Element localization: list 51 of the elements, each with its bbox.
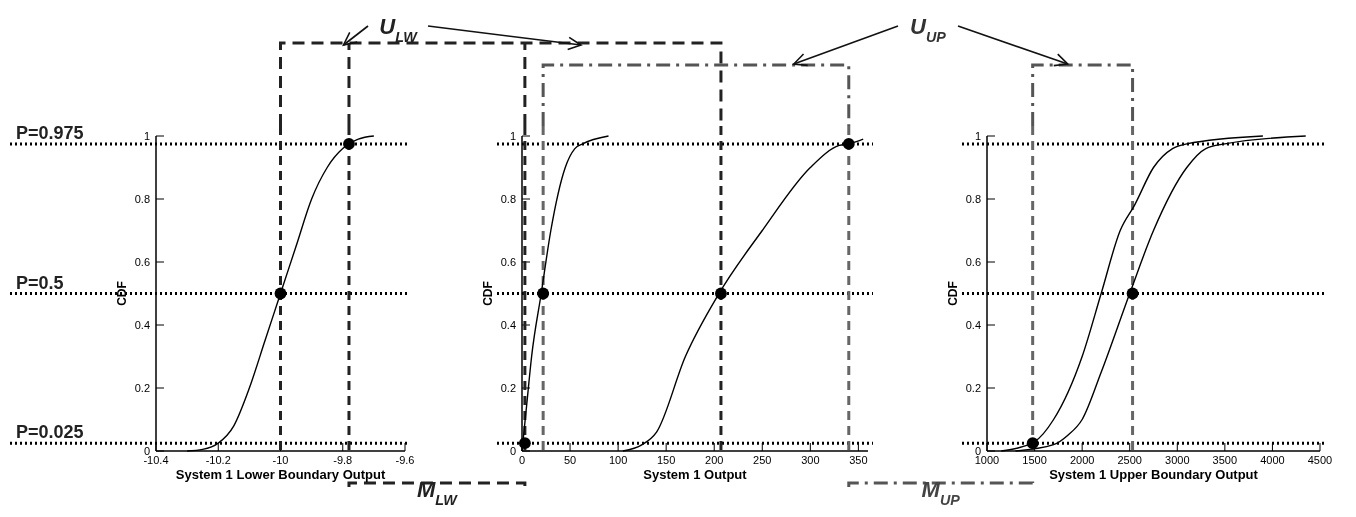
y-tick-label: 0.8: [500, 193, 516, 205]
text: M$_{UP}$: [921, 477, 961, 508]
y-tick-label: 0.4: [965, 319, 981, 331]
y-tick-label: 0: [509, 445, 516, 457]
x-tick-label: 1000: [974, 454, 1000, 466]
y-tick-label: 1: [143, 130, 150, 142]
text: U$_{UP}$: [910, 14, 947, 45]
x-axis-title: System 1 Lower Boundary Output: [175, 467, 386, 482]
y-tick-label: 1: [509, 130, 516, 142]
y-tick-label: 0: [974, 445, 981, 457]
x-tick-label: 3500: [1212, 454, 1238, 466]
x-tick-label: 3000: [1165, 454, 1190, 466]
y-tick-label: 0: [143, 445, 150, 457]
y-tick-label: 0.2: [134, 382, 150, 394]
x-tick-label: 0: [518, 454, 526, 466]
y-axis-title: CDF: [481, 281, 495, 306]
x-tick-label: 2500: [1117, 454, 1142, 466]
x-tick-label: 250: [753, 454, 772, 466]
x-tick-label: -9.8: [333, 454, 353, 466]
x-tick-label: -10.4: [143, 454, 169, 466]
x-tick-label: 300: [801, 454, 820, 466]
y-axis-title: CDF: [115, 281, 129, 306]
y-tick-label: 0.6: [500, 256, 516, 268]
x-tick-label: 200: [705, 454, 724, 466]
y-tick-label: 0.4: [134, 319, 150, 331]
x-axis-title: System 1 Upper Boundary Output: [1049, 467, 1259, 482]
x-tick-label: -10.2: [205, 454, 231, 466]
ref-line-label: P=0.975: [16, 122, 84, 143]
text: U$_{LW}$: [379, 14, 419, 45]
x-tick-label: -10: [272, 454, 289, 466]
y-tick-label: 0.6: [134, 256, 150, 268]
y-tick-label: 0.2: [965, 382, 981, 394]
y-axis-title: CDF: [946, 281, 960, 306]
y-tick-label: 0.2: [500, 382, 516, 394]
x-tick-label: 2000: [1069, 454, 1095, 466]
ref-line-label: P=0.025: [16, 422, 84, 443]
x-tick-label: 100: [608, 454, 628, 466]
y-tick-label: 0.8: [965, 193, 981, 205]
x-axis-title: System 1 Output: [643, 467, 748, 482]
x-tick-label: 4000: [1260, 454, 1285, 466]
y-tick-label: 0.4: [500, 319, 516, 331]
y-tick-label: 0.8: [134, 193, 150, 205]
x-tick-label: -9.6: [395, 454, 415, 466]
x-tick-label: 350: [849, 454, 868, 466]
y-tick-label: 0.6: [965, 256, 981, 268]
x-tick-label: 150: [656, 454, 676, 466]
x-tick-label: 4500: [1307, 454, 1333, 466]
x-tick-label: 1500: [1022, 454, 1047, 466]
y-tick-label: 1: [974, 130, 981, 142]
x-tick-label: 50: [563, 454, 577, 466]
ref-line-label: P=0.5: [16, 272, 64, 293]
